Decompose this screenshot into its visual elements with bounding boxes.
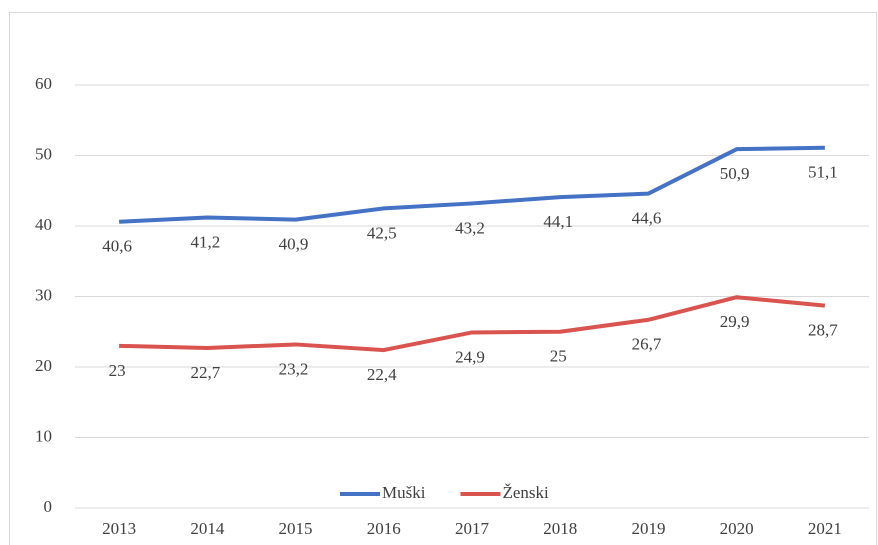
series-line (119, 145, 825, 224)
y-tick-label: 20 (35, 356, 52, 375)
data-label: 24,9 (455, 347, 485, 366)
data-label: 40,6 (102, 237, 132, 256)
x-tick-label: 2017 (455, 519, 490, 538)
data-label: 26,7 (632, 335, 662, 354)
data-label: 51,1 (808, 163, 838, 182)
x-tick-label: 2021 (808, 519, 842, 538)
data-label: 25 (550, 347, 567, 366)
data-label: 44,1 (543, 212, 573, 231)
chart-border (9, 12, 877, 545)
data-label: 41,2 (190, 232, 220, 251)
y-tick-label: 10 (35, 426, 52, 445)
data-label: 42,5 (367, 223, 397, 242)
legend-label: Ženski (502, 483, 549, 502)
data-label: 40,9 (279, 235, 309, 254)
legend-label: Muški (382, 483, 426, 502)
x-tick-label: 2016 (367, 519, 401, 538)
data-label: 50,9 (720, 164, 750, 183)
data-label: 22,7 (190, 363, 220, 382)
data-label: 23,2 (279, 359, 309, 378)
data-label: 23 (109, 361, 126, 380)
y-tick-label: 40 (35, 215, 52, 234)
data-label: 44,6 (632, 208, 662, 227)
x-tick-label: 2015 (279, 519, 313, 538)
data-label: 43,2 (455, 218, 485, 237)
data-label: 22,4 (367, 365, 397, 384)
x-tick-label: 2020 (720, 519, 754, 538)
y-tick-label: 60 (35, 74, 52, 93)
data-label: 28,7 (808, 321, 838, 340)
series-line (119, 295, 826, 353)
x-tick-label: 2018 (543, 519, 577, 538)
data-label: 29,9 (720, 312, 750, 331)
y-tick-label: 50 (35, 144, 52, 163)
x-tick-label: 2013 (102, 519, 136, 538)
y-tick-label: 0 (44, 497, 53, 516)
x-tick-label: 2014 (190, 519, 225, 538)
x-tick-label: 2019 (631, 519, 665, 538)
y-tick-label: 30 (35, 285, 52, 304)
